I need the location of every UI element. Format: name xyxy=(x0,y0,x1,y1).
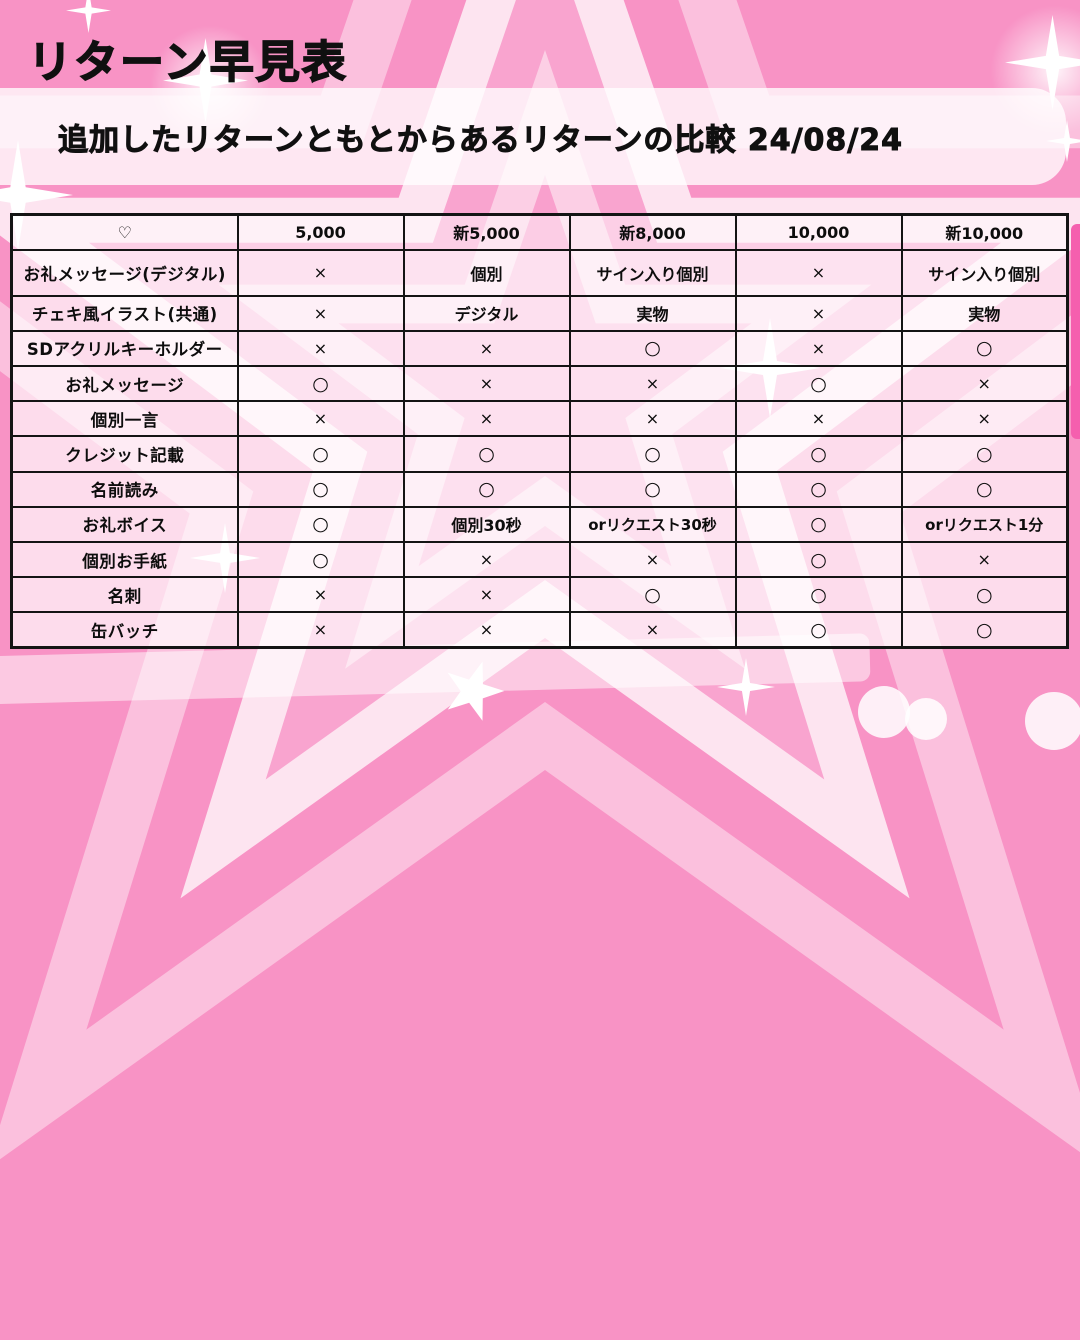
row-label: 名前読み xyxy=(10,470,239,508)
table-cell: ○ xyxy=(900,611,1069,649)
table-cell: × xyxy=(402,576,571,614)
table-row: お礼ボイス ○ 個別30秒 orリクエスト30秒 ○ orリクエスト1分 xyxy=(10,505,1069,543)
table-cell: × xyxy=(568,611,737,649)
table-cell: × xyxy=(900,400,1069,438)
table-row: 缶バッチ × × × ○ ○ xyxy=(10,611,1069,649)
table-row: クレジット記載 ○ ○ ○ ○ ○ xyxy=(10,435,1069,473)
table-cell: ○ xyxy=(236,540,405,579)
header-cell-tier: 5,000 xyxy=(236,213,405,251)
table-cell: ○ xyxy=(236,435,405,473)
table-cell: orリクエスト1分 xyxy=(900,505,1069,543)
table-cell: × xyxy=(568,365,737,403)
comparison-table: ♡ 5,000 新5,000 新8,000 10,000 新10,000 お礼メッセージ(… xyxy=(10,213,1069,649)
table-cell: × xyxy=(900,365,1069,403)
header-row: ♡ 5,000 新5,000 新8,000 10,000 新10,000 xyxy=(10,213,1069,251)
table-row: SDアクリルキーホルダー × × ○ × ○ xyxy=(10,329,1069,368)
table-cell: ○ xyxy=(900,576,1069,614)
table-row: 個別一言 × × × × × xyxy=(10,400,1069,438)
table-cell: ○ xyxy=(900,329,1069,368)
page-title: リターン早見表 xyxy=(27,36,348,89)
header-cell-tier: 新10,000 xyxy=(900,213,1069,251)
table-cell: ○ xyxy=(734,505,903,543)
row-label: 名刺 xyxy=(10,576,239,614)
table-cell: 実物 xyxy=(568,294,737,332)
table-cell: サイン入り個別 xyxy=(568,248,737,297)
header-cell-heart: ♡ xyxy=(10,213,239,251)
table-cell: × xyxy=(402,611,571,649)
table-row: 名前読み ○ ○ ○ ○ ○ xyxy=(10,470,1069,508)
table-row: 個別お手紙 ○ × × ○ × xyxy=(10,540,1069,579)
table-cell: × xyxy=(236,576,405,614)
table-cell: × xyxy=(568,540,737,579)
table-cell: × xyxy=(236,294,405,332)
row-label: 個別お手紙 xyxy=(10,540,239,579)
white-blob xyxy=(1025,692,1080,750)
table-cell: × xyxy=(402,329,571,368)
row-label: お礼メッセージ(デジタル) xyxy=(10,248,239,297)
table-row: 名刺 × × ○ ○ ○ xyxy=(10,576,1069,614)
table-cell: ○ xyxy=(734,576,903,614)
table-cell: 個別30秒 xyxy=(402,505,571,543)
table-cell: × xyxy=(734,329,903,368)
table-cell: ○ xyxy=(402,470,571,508)
table-cell: ○ xyxy=(900,470,1069,508)
table-cell: orリクエスト30秒 xyxy=(568,505,737,543)
table-cell: 実物 xyxy=(900,294,1069,332)
row-label: お礼メッセージ xyxy=(10,365,239,403)
table-cell: × xyxy=(236,329,405,368)
table-cell: ○ xyxy=(568,329,737,368)
accent-edge-band xyxy=(1071,224,1080,439)
table-cell: × xyxy=(402,400,571,438)
row-label: SDアクリルキーホルダー xyxy=(10,329,239,368)
subtitle-banner: 追加したリターンともとからあるリターンの比較 24/08/24 xyxy=(0,88,1066,185)
white-blob xyxy=(905,698,947,740)
table-cell: ○ xyxy=(734,540,903,579)
table-cell: ○ xyxy=(734,365,903,403)
table-cell: × xyxy=(402,365,571,403)
table-cell: ○ xyxy=(236,470,405,508)
table-cell: ○ xyxy=(734,470,903,508)
table-cell: × xyxy=(236,611,405,649)
comparison-table-wrapper: ♡ 5,000 新5,000 新8,000 10,000 新10,000 お礼メッセージ(… xyxy=(10,213,1069,649)
table-row: お礼メッセージ ○ × × ○ × xyxy=(10,365,1069,403)
table-cell: ○ xyxy=(568,470,737,508)
table-row: チェキ風イラスト(共通) × デジタル 実物 × 実物 xyxy=(10,294,1069,332)
table-cell: × xyxy=(734,400,903,438)
table-row: お礼メッセージ(デジタル) × 個別 サイン入り個別 × サイン入り個別 xyxy=(10,248,1069,297)
table-cell: × xyxy=(236,400,405,438)
white-blob xyxy=(858,686,910,738)
row-label: チェキ風イラスト(共通) xyxy=(10,294,239,332)
table-cell: × xyxy=(734,248,903,297)
table-cell: ○ xyxy=(402,435,571,473)
header-cell-tier: 新5,000 xyxy=(402,213,571,251)
table-cell: × xyxy=(402,540,571,579)
table-cell: × xyxy=(900,540,1069,579)
table-cell: ○ xyxy=(900,435,1069,473)
page-subtitle: 追加したリターンともとからあるリターンの比較 24/08/24 xyxy=(57,122,904,158)
table-cell: ○ xyxy=(734,611,903,649)
table-cell: ○ xyxy=(568,576,737,614)
row-label: 缶バッチ xyxy=(10,611,239,649)
row-label: お礼ボイス xyxy=(10,505,239,543)
table-cell: ○ xyxy=(734,435,903,473)
row-label: 個別一言 xyxy=(10,400,239,438)
table-cell: × xyxy=(568,400,737,438)
table-cell: × xyxy=(236,248,405,297)
table-cell: ○ xyxy=(236,365,405,403)
table-cell: × xyxy=(734,294,903,332)
header-cell-tier: 新8,000 xyxy=(568,213,737,251)
table-cell: ○ xyxy=(568,435,737,473)
table-cell: ○ xyxy=(236,505,405,543)
header-cell-tier: 10,000 xyxy=(734,213,903,251)
row-label: クレジット記載 xyxy=(10,435,239,473)
table-cell: 個別 xyxy=(402,248,571,297)
table-body: お礼メッセージ(デジタル) × 個別 サイン入り個別 × サイン入り個別 チェキ風イラスト(… xyxy=(10,248,1069,649)
table-cell: サイン入り個別 xyxy=(900,248,1069,297)
table-cell: デジタル xyxy=(402,294,571,332)
